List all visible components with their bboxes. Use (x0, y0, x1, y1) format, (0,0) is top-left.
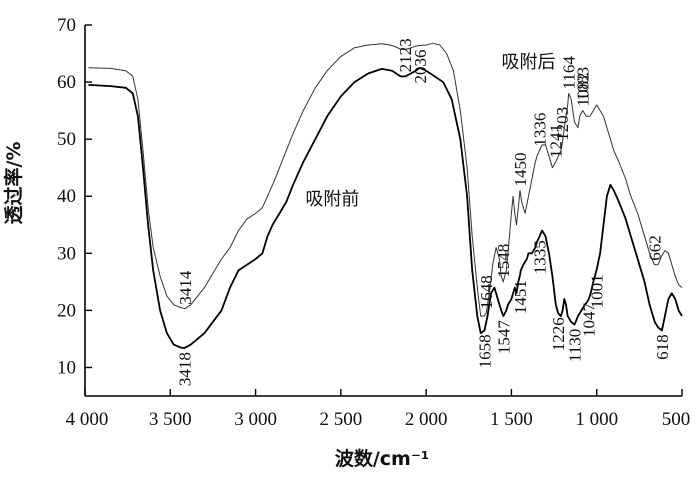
peak-label: 1164 (560, 56, 579, 90)
peak-label: 618 (653, 334, 672, 360)
peak-label: 1203 (553, 107, 572, 141)
peak-label: 3418 (175, 352, 194, 386)
peak-label: 1082 (574, 73, 593, 107)
peak-label: 1001 (588, 274, 607, 308)
x-tick-label: 500 (662, 409, 691, 430)
peak-label: 1658 (476, 334, 495, 368)
peak-label: 1336 (530, 113, 549, 147)
x-tick-label: 3 500 (149, 409, 192, 430)
peak-label: 1226 (549, 317, 568, 351)
y-tick-label: 70 (57, 15, 76, 36)
peak-label: 662 (645, 235, 664, 261)
series-line-after (88, 42, 683, 317)
y-tick-label: 40 (57, 186, 76, 207)
peak-label: 1547 (494, 320, 513, 355)
y-tick-label: 30 (57, 243, 76, 264)
y-tick-label: 20 (57, 300, 76, 321)
peak-label: 1335 (531, 240, 550, 274)
peak-label: 2123 (396, 38, 415, 72)
x-tick-label: 3 000 (234, 409, 277, 430)
series-line-before (88, 66, 683, 349)
x-tick-label: 1 500 (490, 409, 533, 430)
peak-label: 1083 (574, 67, 593, 101)
peak-label: 1548 (494, 244, 513, 278)
x-tick-label: 4 000 (66, 409, 109, 430)
chart-series-layer (88, 42, 683, 349)
curve-label: 吸附前 (305, 189, 359, 210)
peak-label: 1130 (566, 329, 585, 362)
x-tick-label: 1 000 (575, 409, 618, 430)
peak-label: 1047 (580, 303, 599, 338)
chart-axes: 10 20 30 40 50 60 70 4 000 3 500 3 000 2 500 2 000 1… (57, 15, 690, 430)
peak-label: 1450 (511, 153, 530, 187)
y-tick-label: 60 (57, 72, 76, 93)
peak-label: 2036 (411, 50, 430, 84)
x-tick-label: 2 500 (319, 409, 362, 430)
peak-label: 1241 (547, 124, 566, 158)
y-tick-label: 10 (57, 357, 76, 378)
curve-label: 吸附后 (501, 52, 555, 73)
x-tick-label: 2 000 (405, 409, 448, 430)
y-tick-label: 50 (57, 129, 76, 150)
peak-label: 3414 (176, 270, 195, 305)
y-axis-title: 透过率/% (2, 142, 25, 225)
peak-label: 1451 (511, 280, 530, 314)
peak-label: 1648 (477, 275, 496, 309)
x-axis-title: 波数/cm⁻¹ (335, 447, 429, 470)
